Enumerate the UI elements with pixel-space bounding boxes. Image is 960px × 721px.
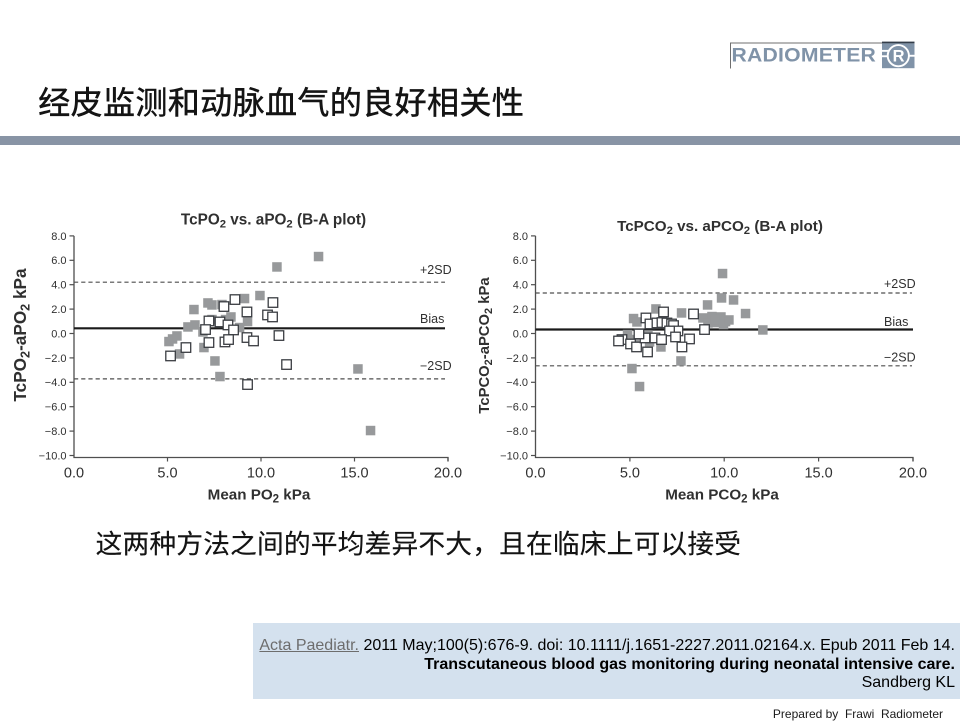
- svg-text:−8.0: −8.0: [45, 426, 67, 438]
- svg-text:−8.0: −8.0: [506, 426, 528, 438]
- svg-text:−2.0: −2.0: [506, 353, 528, 365]
- svg-text:8.0: 8.0: [51, 231, 66, 243]
- svg-text:+2SD: +2SD: [420, 263, 452, 277]
- svg-text:−10.0: −10.0: [39, 450, 67, 462]
- svg-text:20.0: 20.0: [434, 466, 462, 482]
- svg-text:5.0: 5.0: [620, 466, 640, 482]
- svg-text:Mean PO2 kPa: Mean PO2 kPa: [208, 486, 311, 505]
- svg-text:6.0: 6.0: [51, 255, 66, 267]
- svg-text:−10.0: −10.0: [500, 450, 528, 462]
- svg-text:TcPCO2 vs. aPCO2 (B-A plot): TcPCO2 vs. aPCO2 (B-A plot): [617, 218, 823, 237]
- svg-text:15.0: 15.0: [340, 466, 368, 482]
- svg-text:Bias: Bias: [420, 312, 444, 326]
- svg-text:0.0: 0.0: [513, 328, 528, 340]
- svg-text:Bias: Bias: [884, 315, 908, 329]
- svg-text:TcPO2 vs. aPO2 (B-A plot): TcPO2 vs. aPO2 (B-A plot): [181, 212, 366, 231]
- svg-text:−2SD: −2SD: [420, 359, 452, 373]
- svg-text:10.0: 10.0: [247, 466, 275, 482]
- svg-text:10.0: 10.0: [710, 466, 738, 482]
- svg-text:TcPCO2-aPCO2 kPa: TcPCO2-aPCO2 kPa: [477, 277, 495, 414]
- svg-text:4.0: 4.0: [51, 280, 66, 292]
- svg-text:TcPO2-aPO2 kPa: TcPO2-aPO2 kPa: [10, 268, 32, 402]
- svg-text:+2SD: +2SD: [884, 277, 916, 291]
- svg-text:−6.0: −6.0: [45, 402, 67, 414]
- svg-text:−2.0: −2.0: [45, 353, 67, 365]
- svg-text:RADIOMETER: RADIOMETER: [732, 46, 877, 67]
- svg-text:8.0: 8.0: [513, 231, 528, 243]
- svg-text:4.0: 4.0: [513, 280, 528, 292]
- svg-text:5.0: 5.0: [157, 466, 177, 482]
- svg-text:2.0: 2.0: [51, 304, 66, 316]
- svg-text:−2SD: −2SD: [884, 351, 916, 365]
- svg-text:0.0: 0.0: [51, 328, 66, 340]
- svg-text:6.0: 6.0: [513, 255, 528, 267]
- svg-text:−4.0: −4.0: [506, 377, 528, 389]
- svg-text:20.0: 20.0: [899, 466, 927, 482]
- svg-text:Mean PCO2 kPa: Mean PCO2 kPa: [665, 486, 779, 505]
- svg-text:−4.0: −4.0: [45, 377, 67, 389]
- svg-text:2.0: 2.0: [513, 304, 528, 316]
- svg-text:0.0: 0.0: [64, 466, 84, 482]
- svg-text:−6.0: −6.0: [506, 402, 528, 414]
- svg-text:15.0: 15.0: [804, 466, 832, 482]
- svg-text:R: R: [893, 47, 905, 65]
- svg-text:0.0: 0.0: [525, 466, 545, 482]
